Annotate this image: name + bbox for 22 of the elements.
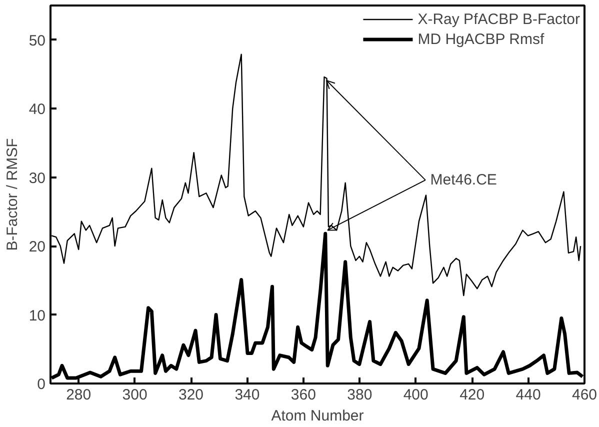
x-tick-label: 320 (178, 386, 204, 404)
x-tick-label: 300 (122, 386, 148, 404)
x-tick-label: 360 (290, 386, 316, 404)
legend-label: X-Ray PfACBP B-Factor (418, 10, 580, 28)
line-series (51, 54, 582, 296)
legend-label: MD HgACBP Rmsf (418, 30, 544, 48)
y-tick-label: 20 (28, 238, 46, 256)
y-tick-label: 40 (28, 101, 46, 118)
x-axis-title: Atom Number (271, 408, 364, 424)
y-tick-label: 0 (37, 376, 46, 393)
y-axis-title: B-Factor / RMSF (4, 138, 21, 251)
x-tick-label: 280 (66, 386, 92, 404)
x-tick-label: 340 (234, 386, 260, 404)
y-tick-label: 30 (28, 170, 46, 187)
annotation: Met46.CE (430, 172, 497, 189)
x-tick-label: 460 (572, 386, 598, 404)
y-tick-label: 10 (28, 307, 46, 324)
y-tick-label: 50 (28, 32, 46, 50)
x-tick-label: 440 (516, 386, 541, 404)
x-tick-label: 400 (403, 386, 428, 404)
x-tick-label: 420 (460, 386, 485, 404)
x-tick-label: 380 (347, 386, 372, 404)
